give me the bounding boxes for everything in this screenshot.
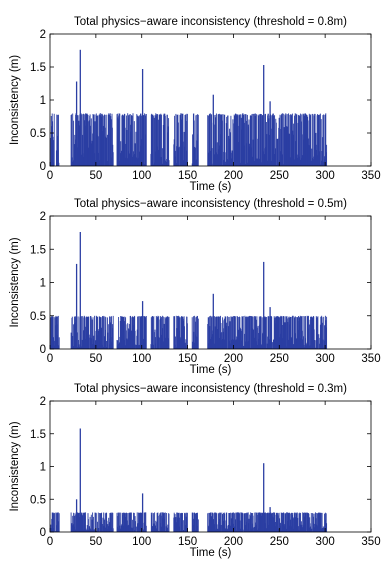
y-tick-label: 1.5 bbox=[30, 429, 46, 441]
y-tick-label: 1 bbox=[40, 462, 46, 474]
x-tick-label: 0 bbox=[47, 536, 53, 548]
x-axis-label: Time (s) bbox=[190, 547, 232, 559]
y-tick-label: 2 bbox=[40, 29, 46, 41]
x-tick-label: 350 bbox=[361, 536, 380, 548]
y-tick-label: 1.5 bbox=[30, 62, 46, 74]
y-tick-label: 0.5 bbox=[30, 128, 46, 140]
x-tick-label: 200 bbox=[224, 170, 243, 182]
x-tick-label: 0 bbox=[47, 170, 53, 182]
chart-panel-3: Total physics−aware inconsistency (thres… bbox=[9, 383, 381, 559]
x-tick-label: 250 bbox=[270, 536, 289, 548]
data-series bbox=[50, 428, 328, 532]
y-tick-label: 2 bbox=[40, 396, 46, 408]
y-tick-label: 0.5 bbox=[30, 494, 46, 506]
x-tick-label: 250 bbox=[270, 353, 289, 365]
y-axis-label: Inconsistency (m) bbox=[9, 237, 21, 327]
x-tick-label: 200 bbox=[224, 536, 243, 548]
y-axis-label: Inconsistency (m) bbox=[9, 421, 21, 511]
x-tick-label: 50 bbox=[89, 353, 102, 365]
y-tick-label: 2 bbox=[40, 211, 46, 223]
x-tick-label: 0 bbox=[47, 353, 53, 365]
data-series bbox=[50, 232, 328, 349]
data-series bbox=[50, 49, 328, 166]
x-tick-label: 100 bbox=[132, 353, 151, 365]
x-tick-label: 100 bbox=[132, 536, 151, 548]
chart-title: Total physics−aware inconsistency (thres… bbox=[74, 16, 347, 28]
chart-panel-2: Total physics−aware inconsistency (thres… bbox=[9, 198, 381, 376]
y-axis-label: Inconsistency (m) bbox=[9, 55, 21, 145]
chart-title: Total physics−aware inconsistency (thres… bbox=[74, 383, 347, 395]
chart-panel-1: Total physics−aware inconsistency (thres… bbox=[9, 16, 381, 193]
x-tick-label: 150 bbox=[178, 170, 197, 182]
y-tick-label: 1 bbox=[40, 278, 46, 290]
x-tick-label: 300 bbox=[316, 536, 335, 548]
x-tick-label: 150 bbox=[178, 536, 197, 548]
y-tick-label: 0 bbox=[40, 527, 46, 539]
x-tick-label: 200 bbox=[224, 353, 243, 365]
y-tick-label: 0 bbox=[40, 161, 46, 173]
plot-frame bbox=[49, 400, 372, 533]
x-tick-label: 250 bbox=[270, 170, 289, 182]
x-tick-label: 300 bbox=[316, 170, 335, 182]
x-tick-label: 350 bbox=[361, 353, 380, 365]
x-tick-label: 350 bbox=[361, 170, 380, 182]
x-axis-label: Time (s) bbox=[190, 181, 232, 193]
x-tick-label: 50 bbox=[89, 536, 102, 548]
x-tick-label: 150 bbox=[178, 353, 197, 365]
x-axis-label: Time (s) bbox=[190, 364, 232, 376]
x-tick-label: 300 bbox=[316, 353, 335, 365]
y-tick-label: 1 bbox=[40, 95, 46, 107]
x-tick-label: 100 bbox=[132, 170, 151, 182]
x-tick-label: 50 bbox=[89, 170, 102, 182]
chart-title: Total physics−aware inconsistency (thres… bbox=[74, 198, 347, 210]
y-tick-label: 0.5 bbox=[30, 311, 46, 323]
y-tick-label: 0 bbox=[40, 344, 46, 356]
y-tick-label: 1.5 bbox=[30, 244, 46, 256]
